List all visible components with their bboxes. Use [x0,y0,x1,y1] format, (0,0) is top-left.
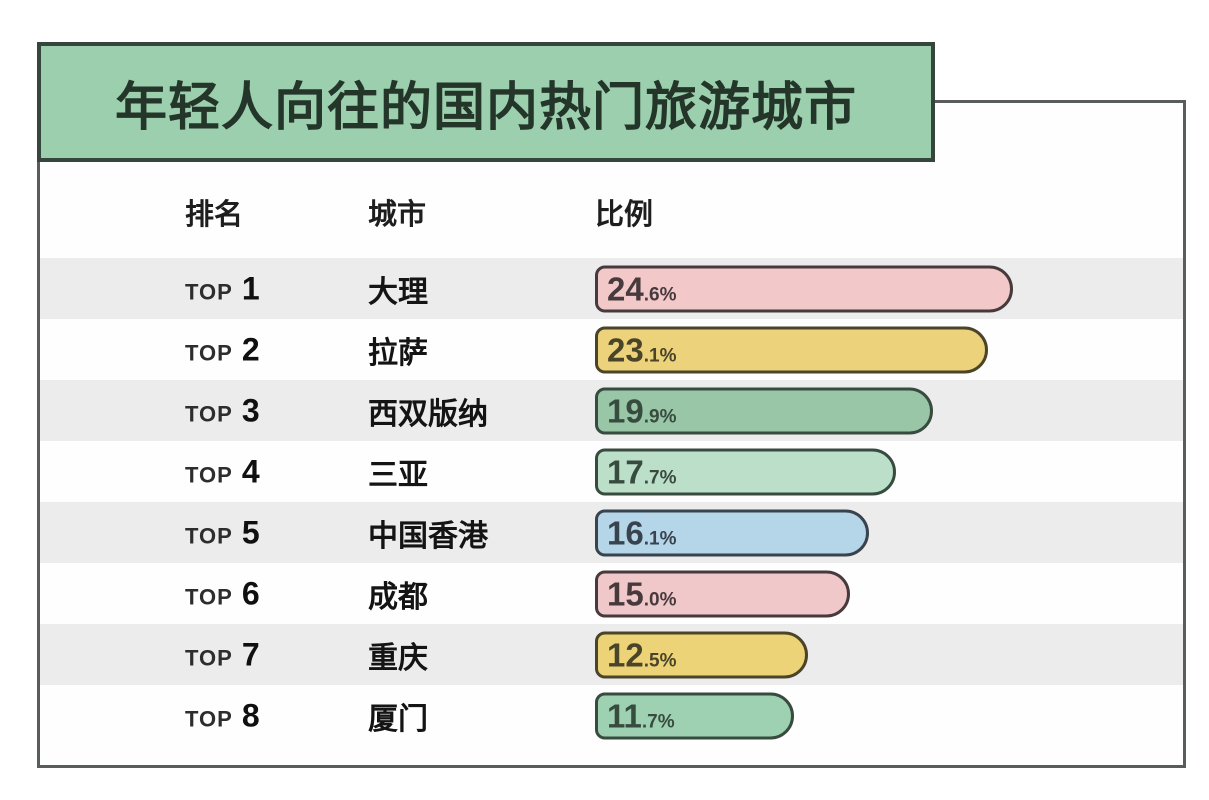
ratio-value: 24.6% [598,268,1010,309]
ratio-value-fraction: .1% [643,528,677,549]
ratio-column-header: 比例 [595,199,654,231]
rank-label: TOP 8 [185,697,260,734]
rank-prefix: TOP [185,523,233,548]
rank-prefix: TOP [185,340,233,365]
ratio-value-integer: 15 [607,575,644,612]
rank-prefix: TOP [185,584,233,609]
table-row: TOP 3 西双版纳 19.9% [40,380,1183,441]
ratio-bar: 15.0% [595,570,850,617]
rank-prefix: TOP [185,279,233,304]
ratio-bar: 11.7% [595,692,794,739]
ratio-bar: 16.1% [595,509,869,556]
ratio-value-integer: 17 [607,453,644,490]
city-column-header: 城市 [368,199,427,231]
city-label: 大理 [368,275,428,309]
ratio-value-integer: 24 [607,270,644,307]
ratio-bar: 19.9% [595,387,933,434]
ratio-value: 17.7% [598,451,893,492]
table-rows: TOP 1 大理 24.6% TOP 2 拉萨 23.1% TOP 3 西双版纳 19… [40,258,1183,746]
city-label: 中国香港 [368,519,488,553]
city-label: 西双版纳 [368,397,488,431]
chart-panel: 排名 城市 比例 TOP 1 大理 24.6% TOP 2 拉萨 23.1% TOP… [37,100,1186,768]
ratio-value: 15.0% [598,573,847,614]
ratio-value-integer: 12 [607,636,644,673]
table-row: TOP 6 成都 15.0% [40,563,1183,624]
ratio-bar: 17.7% [595,448,896,495]
ratio-bar: 12.5% [595,631,808,678]
rank-number: 2 [241,331,260,367]
table-row: TOP 2 拉萨 23.1% [40,319,1183,380]
rank-label: TOP 6 [185,575,260,612]
rank-number: 5 [241,514,260,550]
ratio-value-integer: 16 [607,514,644,551]
ratio-value-fraction: .5% [643,650,677,671]
ratio-value-fraction: .1% [643,345,677,366]
table-header-row: 排名 城市 比例 [40,191,1183,231]
city-label: 成都 [368,580,428,614]
ratio-value: 23.1% [598,329,985,370]
ratio-value-fraction: .6% [643,284,677,305]
ratio-value: 16.1% [598,512,866,553]
ratio-value-fraction: .9% [643,406,677,427]
city-label: 重庆 [368,641,428,675]
ratio-value-integer: 11 [607,697,642,734]
rank-number: 7 [241,636,260,672]
rank-number: 4 [241,453,260,489]
ratio-value-integer: 23 [607,331,644,368]
rank-label: TOP 7 [185,636,260,673]
ratio-value: 19.9% [598,390,930,431]
rank-prefix: TOP [185,462,233,487]
table-row: TOP 5 中国香港 16.1% [40,502,1183,563]
rank-label: TOP 2 [185,331,260,368]
rank-prefix: TOP [185,706,233,731]
ratio-value-integer: 19 [607,392,644,429]
table-row: TOP 4 三亚 17.7% [40,441,1183,502]
ratio-bar: 24.6% [595,265,1013,312]
rank-label: TOP 3 [185,392,260,429]
ratio-bar: 23.1% [595,326,988,373]
rank-label: TOP 4 [185,453,260,490]
rank-prefix: TOP [185,401,233,426]
ratio-value: 11.7% [598,695,791,736]
rank-number: 3 [241,392,260,428]
city-label: 厦门 [368,702,428,736]
ratio-value-fraction: .0% [643,589,677,610]
chart-title-box: 年轻人向往的国内热门旅游城市 [37,42,935,162]
rank-column-header: 排名 [185,199,244,231]
rank-label: TOP 5 [185,514,260,551]
table-row: TOP 1 大理 24.6% [40,258,1183,319]
ratio-value-fraction: .7% [643,467,677,488]
table-row: TOP 8 厦门 11.7% [40,685,1183,746]
city-label: 拉萨 [368,336,428,370]
city-label: 三亚 [368,458,428,492]
rank-number: 1 [241,270,260,306]
ratio-value: 12.5% [598,634,805,675]
rank-number: 8 [241,697,260,733]
ratio-value-fraction: .7% [641,711,675,732]
rank-prefix: TOP [185,645,233,670]
chart-title: 年轻人向往的国内热门旅游城市 [114,78,857,137]
table-row: TOP 7 重庆 12.5% [40,624,1183,685]
rank-number: 6 [241,575,260,611]
rank-label: TOP 1 [185,270,260,307]
